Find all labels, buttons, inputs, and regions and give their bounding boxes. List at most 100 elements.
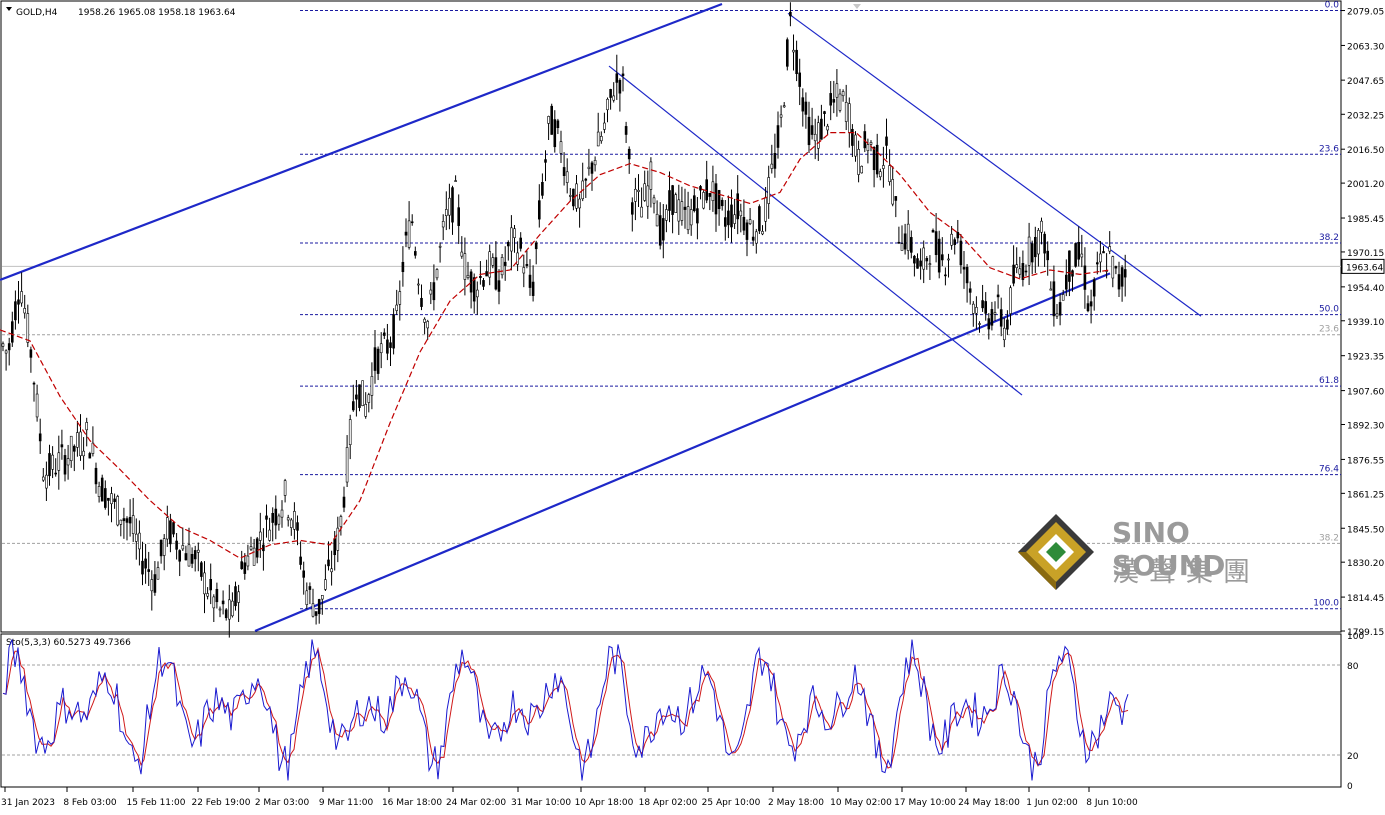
candle-body <box>448 197 451 216</box>
candle-body <box>420 297 423 307</box>
price-tick-label: 1799.15 <box>1347 628 1384 638</box>
candle-body <box>57 452 61 471</box>
candle-body <box>339 516 343 527</box>
candle-body <box>537 200 541 220</box>
candle-body <box>987 318 991 330</box>
candle-body <box>82 450 85 457</box>
candle-body <box>76 432 79 448</box>
price-tick-label: 2047.65 <box>1347 77 1384 87</box>
candle-body <box>634 188 637 202</box>
price-tick-label: 1876.55 <box>1347 456 1384 466</box>
candle-body <box>283 480 287 496</box>
candle-body <box>426 321 430 329</box>
price-tick-label: 1845.50 <box>1347 525 1384 535</box>
candle-body <box>854 134 857 157</box>
candle-body <box>1092 279 1096 297</box>
candle-body <box>203 572 206 595</box>
candle-body <box>500 257 504 276</box>
price-tick-label: 1861.25 <box>1347 490 1384 500</box>
fib-level-label: 50.0 <box>1319 305 1339 315</box>
candle-body <box>658 215 662 246</box>
candle-body <box>249 546 253 550</box>
candle-body <box>348 419 352 445</box>
oscillator-tick-label: 80 <box>1347 662 1359 672</box>
candle-body <box>48 453 51 477</box>
candle-body <box>677 199 681 222</box>
price-tick-label: 2016.50 <box>1347 146 1384 156</box>
candle-body <box>324 579 327 590</box>
candle-body <box>947 258 950 261</box>
candle-body <box>1030 243 1034 263</box>
watermark-logo: SINO SOUND 漢聲集團 <box>1016 512 1296 592</box>
candle-body <box>401 261 405 273</box>
stochastic-main-line <box>2 639 1129 781</box>
candle-body <box>578 198 581 209</box>
candle-body <box>801 97 805 112</box>
candle-body <box>268 529 271 541</box>
candle-body <box>596 131 600 147</box>
candle-body <box>730 204 733 228</box>
candle-body <box>1034 236 1037 258</box>
candle-body <box>916 258 919 269</box>
candle-body <box>336 527 340 551</box>
oscillator-tick-label: 100 <box>1347 632 1364 642</box>
trendline-downtrend <box>608 65 1023 396</box>
candle-body <box>516 252 519 265</box>
candle-body <box>1046 250 1049 261</box>
candle-body <box>200 562 203 577</box>
candle-body <box>844 101 848 122</box>
trendline-channel-lower <box>254 272 1111 633</box>
candle-body <box>692 195 696 212</box>
time-tick-label: 2 May 18:00 <box>768 798 824 808</box>
candle-body <box>525 264 529 266</box>
candle-body <box>860 165 864 174</box>
candle-body <box>1117 274 1121 290</box>
candle-body <box>513 228 516 238</box>
candle-body <box>97 486 101 497</box>
candle-body <box>909 237 913 253</box>
candle-body <box>308 586 312 590</box>
candle-body <box>609 89 612 98</box>
candle-body <box>113 498 116 502</box>
time-tick-label: 15 Feb 11:00 <box>126 798 185 808</box>
candle-body <box>364 404 368 417</box>
candle-body <box>857 149 860 175</box>
candle-body <box>1006 319 1009 330</box>
candle-body <box>612 95 616 101</box>
candle-body <box>689 209 693 226</box>
candle-body <box>289 519 293 528</box>
candle-body <box>190 554 194 564</box>
candle-body <box>962 267 966 270</box>
candle-body <box>978 323 981 325</box>
time-tick-label: 18 Apr 02:00 <box>639 798 698 808</box>
candle-body <box>41 476 45 481</box>
candle-body <box>971 303 975 314</box>
symbol-label: GOLD,H4 <box>16 8 58 18</box>
candle-body <box>184 553 188 561</box>
candle-body <box>990 309 994 326</box>
fib-level-label: 23.6 <box>1319 144 1339 154</box>
fib-level-label: 76.4 <box>1319 465 1339 475</box>
candle-body <box>562 167 566 176</box>
candle-body <box>696 208 699 224</box>
candle-body <box>807 116 811 146</box>
fib-level-label: 38.2 <box>1319 233 1339 243</box>
current-price-tag <box>1341 258 1385 274</box>
time-tick-label: 31 Jan 2023 <box>1 798 55 808</box>
candle-body <box>606 98 609 111</box>
candle-body <box>333 538 337 556</box>
candle-body <box>460 251 464 257</box>
candle-body <box>1123 269 1127 278</box>
candle-body <box>162 538 166 556</box>
candle-body <box>506 242 510 247</box>
current-price-label: 1963.64 <box>1346 263 1383 273</box>
candle-body <box>547 116 550 124</box>
candle-body <box>683 206 687 210</box>
candle-body <box>156 567 160 580</box>
candle-body <box>125 518 129 523</box>
candle-body <box>305 590 309 605</box>
candle-body <box>745 222 749 240</box>
candle-body <box>894 196 898 201</box>
dropdown-arrow-icon <box>6 7 12 11</box>
